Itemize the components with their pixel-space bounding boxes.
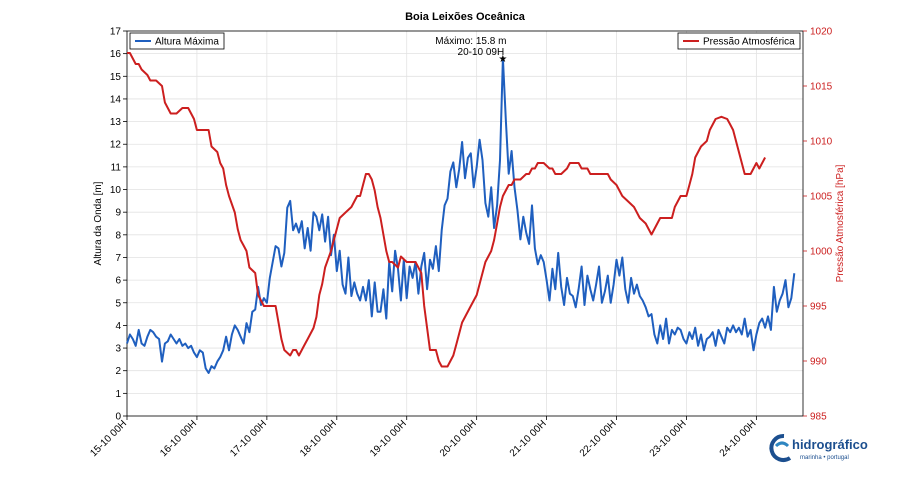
y-tick-label-left: 4 xyxy=(115,321,121,332)
legend-right-label: Pressão Atmosférica xyxy=(703,37,795,48)
y-tick-label-left: 0 xyxy=(115,412,121,423)
legend-right-box xyxy=(677,32,801,50)
x-tick-label: 19-10 00H xyxy=(368,418,409,459)
wave-height-series-line xyxy=(126,57,796,374)
y-tick-label-left: 10 xyxy=(110,185,122,196)
logo-text: hidrográfico xyxy=(792,437,868,452)
logo-swirl-icon xyxy=(769,434,792,462)
x-tick-label: 21-10 00H xyxy=(508,418,549,459)
y-tick-label-right: 1010 xyxy=(810,137,833,148)
y-tick-label-left: 5 xyxy=(115,298,121,309)
y-tick-label-right: 1015 xyxy=(810,82,833,93)
x-tick-label: 17-10 00H xyxy=(228,418,269,459)
max-marker-icon: ★ xyxy=(498,54,507,65)
y-tick-label-left: 15 xyxy=(110,72,122,83)
x-tick-label: 18-10 00H xyxy=(298,418,339,459)
x-tick-label: 20-10 00H xyxy=(438,418,479,459)
x-tick-label: 15-10 00H xyxy=(88,418,129,459)
x-tick-label: 16-10 00H xyxy=(158,418,199,459)
legend-left-box xyxy=(129,32,225,50)
series-layer xyxy=(126,52,796,374)
y-axis-label-right: Pressão Atmosférica [hPa] xyxy=(835,164,846,282)
y-tick-label-left: 6 xyxy=(115,276,121,287)
y-tick-label-left: 2 xyxy=(115,366,121,377)
right-axis-ticks: 985 990 995 1000 1005 1010 1015 1020 xyxy=(803,27,833,423)
logo-wave-icon xyxy=(774,441,790,448)
y-tick-label-left: 7 xyxy=(115,253,121,264)
y-tick-label-right: 995 xyxy=(810,302,827,313)
x-tick-label: 23-10 00H xyxy=(648,418,689,459)
x-tick-label: 22-10 00H xyxy=(578,418,619,459)
y-tick-label-left: 1 xyxy=(115,389,121,400)
y-tick-label-left: 16 xyxy=(110,49,122,60)
y-tick-label-left: 11 xyxy=(111,162,122,173)
y-tick-label-right: 1005 xyxy=(810,192,833,203)
plot-frame xyxy=(126,30,804,417)
y-tick-label-left: 14 xyxy=(110,94,122,105)
x-tick-label: 24-10 00H xyxy=(718,418,759,459)
legend-right: Pressão Atmosférica xyxy=(677,32,801,50)
chart-title: Boia Leixões Oceânica xyxy=(405,11,526,23)
grid xyxy=(126,30,803,417)
logo-subtext: marinha • portugal xyxy=(800,455,849,461)
legend-left: Altura Máxima xyxy=(129,32,225,50)
pressure-series-line xyxy=(127,52,766,368)
y-axis-label-left: Altura da Onda [m] xyxy=(93,181,104,265)
y-tick-label-left: 13 xyxy=(110,117,122,128)
y-tick-label-left: 12 xyxy=(110,140,122,151)
hidrografico-logo: hidrográfico marinha • portugal xyxy=(769,434,868,462)
x-axis-ticks: 15-10 00H 16-10 00H 17-10 00H 18-10 00H 19-1… xyxy=(88,416,759,459)
y-tick-label-right: 1000 xyxy=(810,247,833,258)
max-annotation-value: Máximo: 15.8 m xyxy=(435,36,506,47)
legend-left-label: Altura Máxima xyxy=(155,37,219,48)
max-annotation-date: 20-10 09H xyxy=(458,47,505,58)
y-tick-label-right: 990 xyxy=(810,357,827,368)
y-tick-label-left: 8 xyxy=(115,230,121,241)
y-tick-label-left: 3 xyxy=(115,344,121,355)
y-tick-label-left: 9 xyxy=(115,208,121,219)
y-tick-label-right: 1020 xyxy=(810,27,833,38)
y-tick-label-right: 985 xyxy=(810,412,827,423)
y-tick-label-left: 17 xyxy=(110,27,122,38)
